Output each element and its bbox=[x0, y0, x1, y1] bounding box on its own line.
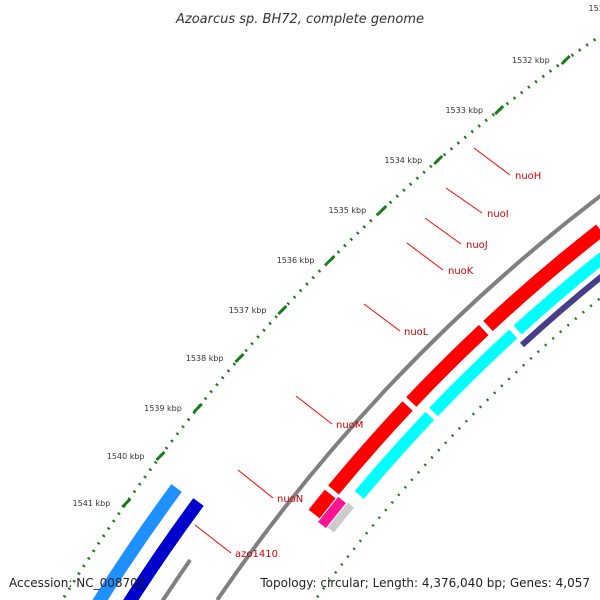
ruler-tick-label: 1541 kbp bbox=[73, 499, 111, 508]
ruler-tick bbox=[325, 254, 336, 266]
ruler-tick-label: 1539 kbp bbox=[144, 404, 182, 413]
label-connector bbox=[295, 395, 333, 425]
ruler-tick-label: 1535 kbp bbox=[329, 206, 367, 215]
label-connector bbox=[473, 147, 511, 176]
reverse-gene bbox=[513, 252, 600, 335]
ruler-tick bbox=[377, 204, 388, 216]
ruler-tick bbox=[234, 352, 245, 364]
ruler-tick bbox=[277, 304, 288, 316]
ruler-tick-label: 1531 kbp bbox=[589, 4, 600, 13]
reverse-gene-grey bbox=[327, 502, 355, 533]
label-connector bbox=[424, 217, 462, 245]
gene-labels: nuoH nuoI nuoJ nuoK nuoL nuoM nuoN azo1410 bbox=[194, 147, 541, 560]
label-connector bbox=[445, 187, 483, 214]
ruler-tick bbox=[560, 54, 571, 66]
forward-gene bbox=[483, 224, 600, 332]
forward-gene bbox=[406, 324, 489, 407]
ruler-tick-label: 1537 kbp bbox=[229, 306, 267, 315]
label-connector bbox=[363, 303, 401, 332]
reverse-gene bbox=[429, 329, 518, 417]
gene-label-nuoi: nuoI bbox=[487, 209, 509, 220]
accession-text: Accession: NC_008702 bbox=[9, 576, 145, 590]
label-connector bbox=[406, 242, 444, 271]
forward-gene bbox=[308, 489, 336, 519]
gene-label-nuok: nuoK bbox=[448, 266, 474, 277]
label-connector bbox=[237, 469, 274, 499]
ruler-tick bbox=[494, 104, 505, 116]
ruler-tick bbox=[192, 402, 203, 414]
reverse-gene bbox=[354, 411, 435, 499]
label-connector bbox=[194, 524, 232, 554]
backbone-segment bbox=[160, 558, 192, 600]
backbone-line bbox=[215, 193, 600, 600]
ruler-tick-label: 1532 kbp bbox=[512, 56, 550, 65]
gene-label-nuoj: nuoJ bbox=[466, 240, 488, 251]
pseudo-gene bbox=[318, 496, 346, 529]
ruler-tick bbox=[121, 497, 132, 509]
forward-strand-track bbox=[308, 224, 600, 529]
ruler: 1531 kbp 1532 kbp 1533 kbp 1534 kbp 1535 kbp… bbox=[61, 4, 600, 600]
ruler-tick-label: 1536 kbp bbox=[277, 256, 315, 265]
reverse-strand-track bbox=[327, 252, 600, 533]
genome-summary-text: Topology: circular; Length: 4,376,040 bp… bbox=[259, 576, 590, 590]
rna-feature bbox=[123, 498, 204, 600]
gene-label-nuom: nuoM bbox=[336, 420, 363, 431]
ruler-tick bbox=[155, 450, 166, 462]
reverse-gene-alt bbox=[519, 273, 600, 348]
gene-label-azo1410: azo1410 bbox=[235, 549, 278, 560]
other-features-track bbox=[92, 484, 204, 600]
gene-label-nuoh: nuoH bbox=[515, 171, 541, 182]
forward-gene bbox=[328, 401, 413, 495]
map-title: Azoarcus sp. BH72, complete genome bbox=[175, 12, 424, 27]
ruler-tick bbox=[433, 154, 444, 166]
ruler-tick-label: 1538 kbp bbox=[186, 354, 224, 363]
gene-label-nuon: nuoN bbox=[277, 494, 303, 505]
backbone-track bbox=[215, 193, 600, 600]
ruler-tick-label: 1540 kbp bbox=[107, 452, 145, 461]
gene-label-nuol: nuoL bbox=[404, 327, 429, 338]
ruler-tick-label: 1534 kbp bbox=[385, 156, 423, 165]
ruler-tick-label: 1533 kbp bbox=[445, 106, 483, 115]
other-cds bbox=[92, 484, 182, 600]
